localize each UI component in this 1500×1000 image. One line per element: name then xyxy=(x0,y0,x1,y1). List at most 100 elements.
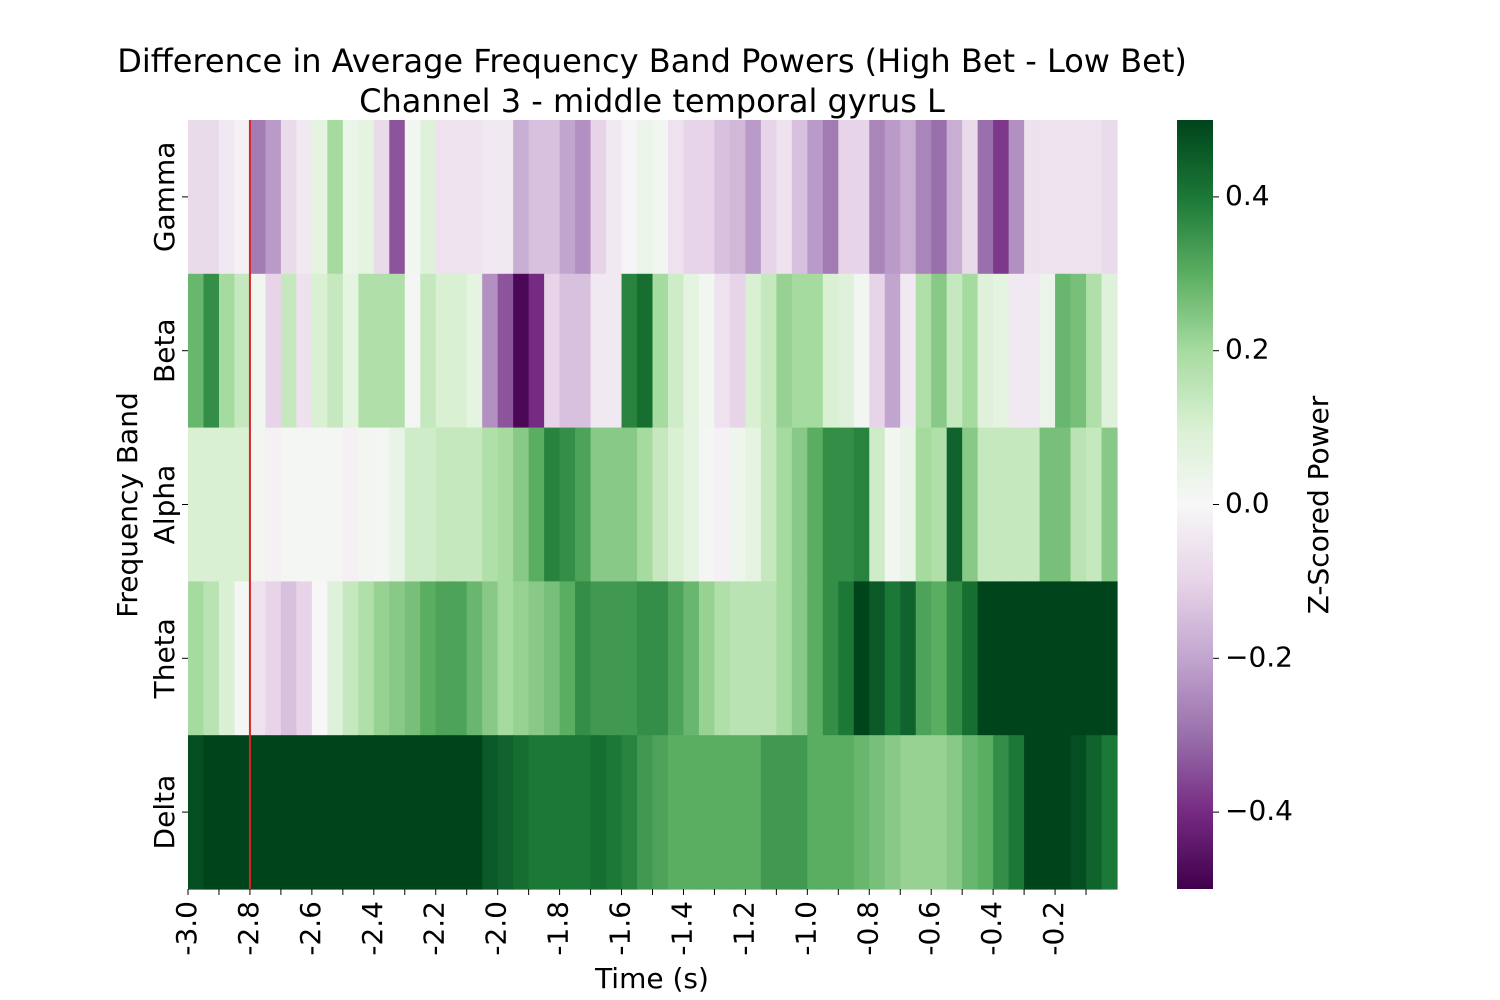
heatmap-cell xyxy=(776,427,793,582)
heatmap-cell xyxy=(1086,581,1103,736)
heatmap-cell xyxy=(311,735,328,890)
heatmap-cell xyxy=(404,581,421,736)
heatmap-cell xyxy=(962,581,979,736)
heatmap-cell xyxy=(977,735,994,890)
heatmap-cell xyxy=(652,120,669,275)
heatmap-cell xyxy=(420,273,437,429)
heatmap-cell xyxy=(606,735,623,890)
heatmap-cell xyxy=(451,581,468,736)
heatmap-cell xyxy=(435,427,452,582)
heatmap-cell xyxy=(342,581,359,736)
heatmap-cell xyxy=(884,120,901,275)
heatmap-cell xyxy=(1086,735,1103,890)
heatmap-cell xyxy=(342,427,359,582)
colorbar-tick-label: 0.4 xyxy=(1225,179,1270,212)
heatmap-cell xyxy=(559,427,576,582)
heatmap-cell xyxy=(1055,273,1072,429)
heatmap-cell xyxy=(420,427,437,582)
heatmap-cell xyxy=(234,120,251,275)
heatmap-cell xyxy=(745,273,762,429)
heatmap-cell xyxy=(280,273,297,429)
heatmap-cell xyxy=(188,427,205,582)
heatmap-cell xyxy=(977,581,994,736)
colorbar-tick-label: −0.4 xyxy=(1225,794,1293,827)
heatmap-cell xyxy=(513,120,530,275)
heatmap-cell xyxy=(791,273,808,429)
heatmap-cell xyxy=(1101,427,1118,582)
heatmap-cell xyxy=(791,427,808,582)
heatmap-cell xyxy=(900,427,917,582)
heatmap-cell xyxy=(466,735,483,890)
heatmap-cell xyxy=(1008,273,1025,429)
heatmap-cell xyxy=(884,427,901,582)
heatmap-cell xyxy=(265,735,282,890)
heatmap-cell xyxy=(729,735,746,890)
heatmap-cell xyxy=(1070,735,1087,890)
heatmap-cell xyxy=(776,735,793,890)
heatmap-cell xyxy=(1070,120,1087,275)
heatmap-cell xyxy=(1024,427,1041,582)
heatmap-cell xyxy=(729,273,746,429)
heatmap-cell xyxy=(667,120,685,275)
x-tick-label: -3.0 xyxy=(170,901,203,956)
heatmap-cell xyxy=(327,581,344,736)
heatmap-cell xyxy=(1070,581,1087,736)
heatmap-cell xyxy=(358,427,375,582)
heatmap-cell xyxy=(900,581,917,736)
heatmap-cell xyxy=(683,273,700,429)
heatmap-cell xyxy=(590,120,607,275)
heatmap-cell xyxy=(900,120,917,275)
heatmap-cell xyxy=(327,273,344,429)
heatmap-cell xyxy=(265,427,282,582)
heatmap-cell xyxy=(807,735,824,890)
heatmap-cell xyxy=(760,273,777,429)
heatmap-cell xyxy=(683,120,700,275)
heatmap-cell xyxy=(544,273,561,429)
heatmap-cell xyxy=(621,427,638,582)
x-axis: -3.0 -2.8 -2.6 -2.4 -2.2 -2.0 -1.8 -1.6 -1.4 -1.2… xyxy=(170,889,1087,956)
heatmap-cell xyxy=(822,120,839,275)
heatmap-cell xyxy=(466,273,483,429)
heatmap-cell xyxy=(435,273,452,429)
heatmap-cell xyxy=(745,120,762,275)
heatmap-cell xyxy=(776,581,793,736)
heatmap-cell xyxy=(280,120,297,275)
heatmap-cell xyxy=(404,120,421,275)
heatmap-cell xyxy=(962,273,979,429)
heatmap-cell xyxy=(265,273,282,429)
heatmap-cell xyxy=(683,427,700,582)
heatmap-cell xyxy=(652,735,669,890)
heatmap-cell xyxy=(1101,273,1118,429)
heatmap-cell xyxy=(729,581,746,736)
heatmap-cell xyxy=(575,735,592,890)
heatmap-cell xyxy=(900,735,917,890)
heatmap-cell xyxy=(188,735,205,890)
heatmap-cell xyxy=(776,120,793,275)
heatmap-cell xyxy=(559,120,576,275)
heatmap-cell xyxy=(559,273,576,429)
heatmap-cell xyxy=(931,273,948,429)
y-tick-label-delta: Delta xyxy=(148,775,181,850)
heatmap-cell xyxy=(280,735,297,890)
heatmap-cell xyxy=(807,581,824,736)
heatmap-cell xyxy=(1055,581,1072,736)
heatmap-cell xyxy=(900,273,917,429)
heatmap-cell xyxy=(667,273,685,429)
heatmap-cell xyxy=(729,120,746,275)
heatmap-cell xyxy=(497,581,514,736)
heatmap-cell xyxy=(1024,735,1041,890)
heatmap-cell xyxy=(1086,427,1103,582)
heatmap-cell xyxy=(404,273,421,429)
heatmap-cell xyxy=(590,273,607,429)
y-tick-label-alpha: Alpha xyxy=(148,465,181,545)
heatmap-cell xyxy=(946,120,963,275)
heatmap-cell xyxy=(838,735,855,890)
heatmap-cell xyxy=(482,120,499,275)
heatmap-cell xyxy=(621,273,638,429)
heatmap-cell xyxy=(946,581,963,736)
heatmap-cell xyxy=(698,427,716,582)
heatmap-cell xyxy=(373,273,390,429)
heatmap-cell xyxy=(853,427,870,582)
x-tick-label: -0.8 xyxy=(851,901,884,956)
heatmap-cell xyxy=(853,581,870,736)
